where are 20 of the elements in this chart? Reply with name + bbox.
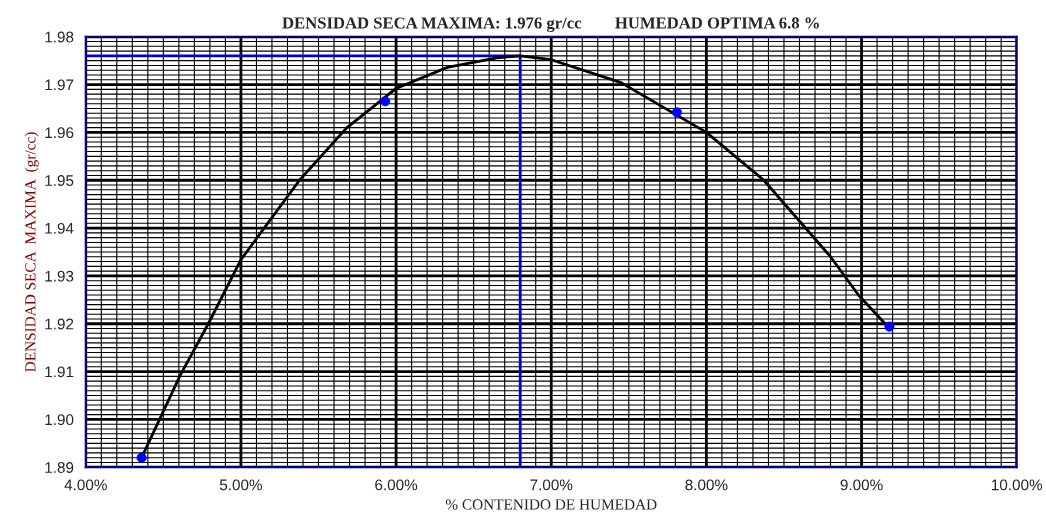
x-tick-label: 4.00% bbox=[64, 479, 107, 491]
y-tick-label: 1.94 bbox=[45, 222, 74, 234]
y-tick-label: 1.95 bbox=[45, 175, 74, 186]
x-tick-label: 9.00% bbox=[840, 479, 883, 491]
y-tick-label: 1.91 bbox=[45, 366, 74, 378]
y-tick-label: 1.96 bbox=[45, 127, 74, 139]
x-tick-label: 6.00% bbox=[375, 479, 418, 491]
y-tick-label: 1.97 bbox=[45, 79, 74, 91]
y-tick-label: 1.93 bbox=[45, 270, 74, 282]
x-tick-label: 10.00% bbox=[991, 479, 1043, 491]
x-tick-label: 7.00% bbox=[530, 479, 573, 491]
y-tick-label: 1.89 bbox=[45, 462, 74, 473]
x-tick-label: 8.00% bbox=[685, 479, 728, 491]
y-tick-label: 1.90 bbox=[45, 414, 74, 426]
y-tick-label: 1.98 bbox=[45, 31, 74, 43]
x-axis-title: % CONTENIDO DE HUMEDAD bbox=[445, 499, 657, 510]
chart-title: DENSIDAD SECA MAXIMA: 1.976 gr/cc HUMEDAD OPTIMA 6.8 % bbox=[282, 17, 819, 33]
y-axis-title: DENSIDAD SECA MAXIMA (gr/cc) bbox=[24, 132, 39, 372]
x-tick-label: 5.00% bbox=[219, 479, 263, 491]
y-tick-label: 1.92 bbox=[45, 318, 74, 330]
